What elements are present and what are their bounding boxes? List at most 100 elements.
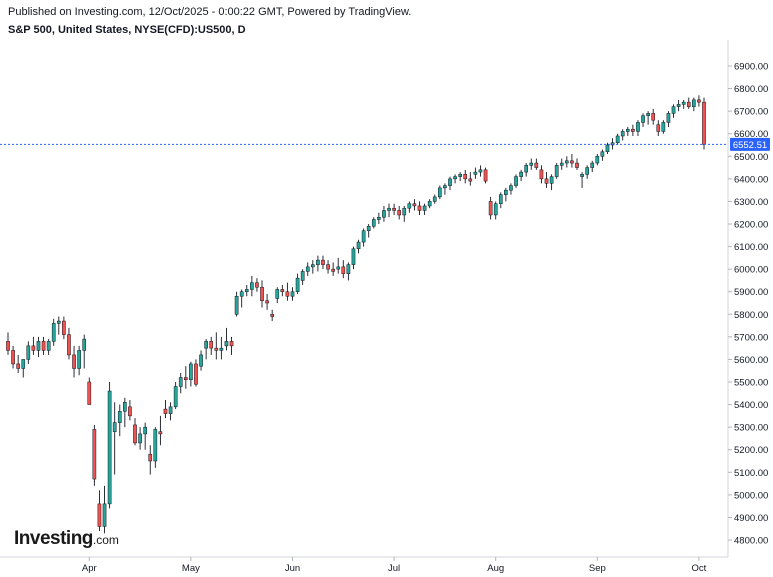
candle-body <box>427 201 432 207</box>
candle-body <box>509 185 513 191</box>
candle <box>646 111 650 125</box>
candle <box>666 111 671 127</box>
candle <box>610 138 615 150</box>
candle-body <box>117 411 122 423</box>
candle-body <box>437 187 442 198</box>
candle <box>620 129 625 141</box>
candle-body <box>585 167 589 175</box>
candle <box>559 158 564 170</box>
candle-body <box>102 503 107 527</box>
candle <box>204 339 208 360</box>
candle-body <box>62 320 66 335</box>
candle-body <box>239 291 244 297</box>
candle <box>250 275 254 297</box>
candle-body <box>295 277 300 292</box>
candle-body <box>463 174 468 180</box>
y-tick-label: 5200.00 <box>734 445 768 456</box>
candle <box>102 485 107 534</box>
candle-body <box>407 203 412 209</box>
candle-body <box>234 295 239 315</box>
candle-body <box>697 99 701 103</box>
candle <box>549 174 554 191</box>
candle <box>229 336 234 355</box>
candle <box>448 176 452 191</box>
candle-body <box>326 264 330 270</box>
candle-body <box>615 135 620 143</box>
candle <box>260 280 264 308</box>
candle <box>117 404 122 437</box>
x-tick-label: Sep <box>589 563 606 574</box>
x-tick-label: Jun <box>285 563 300 574</box>
candle-body <box>260 286 264 301</box>
candle-body <box>554 165 559 177</box>
candle <box>295 273 300 294</box>
candle <box>270 309 275 322</box>
candle-body <box>209 341 214 349</box>
candle <box>321 255 325 270</box>
candle <box>138 427 142 450</box>
candle-body <box>168 406 173 414</box>
y-tick-label: 4800.00 <box>734 536 768 547</box>
candle <box>26 341 31 364</box>
candle <box>676 99 681 112</box>
candle <box>539 165 544 184</box>
symbol-title: S&P 500, United States, NYSE(CFD):US500,… <box>8 24 246 36</box>
candle-body <box>382 210 386 218</box>
x-tick-label: Apr <box>82 563 97 574</box>
candle <box>636 120 640 136</box>
y-tick-label: 6200.00 <box>734 220 768 231</box>
candle <box>336 257 341 274</box>
candle-body <box>366 226 371 232</box>
candle <box>6 332 10 355</box>
candle-body <box>92 429 97 480</box>
candle <box>371 217 376 229</box>
candle <box>173 382 178 410</box>
candle-body <box>361 230 366 243</box>
candle <box>290 287 295 301</box>
candle <box>280 284 285 297</box>
candle-body <box>107 390 112 505</box>
candle-body <box>204 341 208 349</box>
candle <box>128 400 132 421</box>
candle <box>570 154 574 168</box>
candle-body <box>580 174 584 177</box>
candle <box>51 318 56 346</box>
candle-body <box>412 203 417 207</box>
candle-body <box>148 453 153 462</box>
candle <box>605 142 610 155</box>
candle-body <box>77 350 81 369</box>
logo-main: Investing <box>14 528 93 549</box>
candle-body <box>681 101 686 105</box>
candle <box>255 278 259 292</box>
candle <box>580 172 584 188</box>
candle <box>519 169 523 182</box>
candle <box>16 354 20 373</box>
x-tick-label: Jul <box>388 563 400 574</box>
candle <box>168 402 173 421</box>
candle <box>123 397 127 428</box>
candle-body <box>397 210 402 216</box>
candle-body <box>133 424 137 444</box>
candle <box>219 336 224 360</box>
candle <box>387 203 391 218</box>
candle <box>331 262 335 276</box>
candle <box>87 377 92 405</box>
candle <box>498 192 503 209</box>
candle <box>651 108 656 125</box>
candle <box>590 160 595 173</box>
candle <box>82 334 87 369</box>
candle-body <box>285 291 290 297</box>
candle-body <box>702 101 706 145</box>
candle <box>305 262 310 276</box>
candle <box>493 201 498 220</box>
y-tick-label: 6500.00 <box>734 152 768 163</box>
candle-body <box>453 176 457 180</box>
candle-body <box>620 131 625 137</box>
candle <box>412 199 417 211</box>
logo-domain: .com <box>92 533 119 547</box>
candle-body <box>219 347 224 351</box>
candle-body <box>158 431 163 435</box>
candle-body <box>112 422 117 432</box>
candle <box>488 196 493 220</box>
